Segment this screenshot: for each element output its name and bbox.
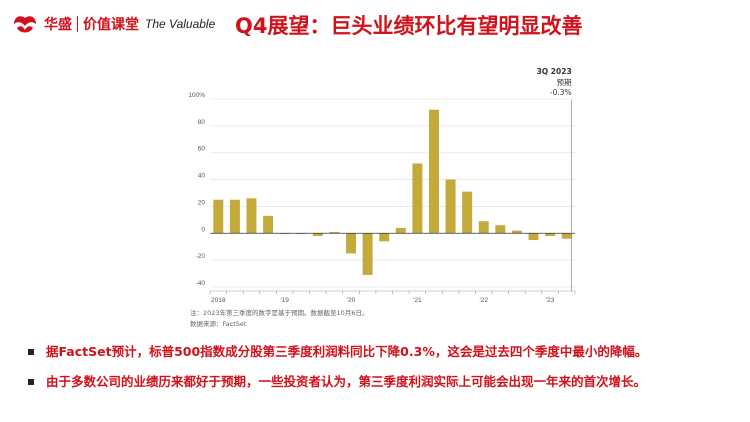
slide-title: Q4展望：巨头业绩环比有望明显改善: [235, 14, 583, 38]
y-tick-label: 0: [201, 226, 205, 233]
bullet-list: 据FactSet预计，标普500指数成分股第三季度利润料同比下降0.3%，这会是…: [28, 343, 743, 403]
y-tick-label: -20: [196, 253, 206, 260]
bar: [528, 233, 539, 240]
bar: [478, 221, 489, 234]
bullet-text-2: 由于多数公司的业绩历来都好于预期，一些投资者认为，第三季度利润实际上可能会出现一…: [46, 374, 647, 389]
bar: [379, 233, 390, 242]
bar: [429, 109, 439, 234]
annotation-line1: 3Q 2023: [537, 67, 572, 76]
bar: [329, 231, 340, 234]
chart-source: 数据来源：FactSet: [190, 319, 247, 328]
bar: [346, 233, 356, 254]
y-tick-label: 40: [198, 173, 206, 180]
x-tick-label: '23: [546, 297, 555, 304]
bullet-item-1: 据FactSet预计，标普500指数成分股第三季度利润料同比下降0.3%，这会是…: [28, 343, 743, 361]
y-tick-label: -40: [196, 280, 206, 287]
y-tick-label: 80: [198, 119, 206, 126]
bar: [462, 191, 473, 234]
x-tick-label: '20: [347, 297, 356, 304]
bar: [412, 163, 423, 234]
bar: [263, 215, 274, 234]
y-tick-label: 60: [198, 146, 206, 153]
brand-tagline: The Valuable: [145, 17, 216, 31]
annotation-line3: -0.3%: [550, 88, 572, 97]
bar: [246, 198, 257, 234]
x-tick-label: 2018: [211, 297, 226, 304]
brand-divider: [77, 16, 78, 32]
brand-product: 价值课堂: [83, 17, 139, 33]
bullet-marker: [28, 379, 34, 385]
brand-header: 华盛 价值课堂 The Valuable: [10, 10, 215, 38]
bar: [362, 233, 373, 275]
bar: [561, 233, 572, 239]
x-tick-label: '22: [480, 297, 489, 304]
bar: [545, 233, 556, 236]
bullet-marker: [28, 349, 34, 355]
bar: [312, 233, 323, 236]
bar: [229, 199, 240, 234]
y-tick-label: 100%: [188, 92, 205, 99]
x-tick-label: '19: [280, 297, 289, 304]
bar: [445, 179, 456, 234]
huasheng-logo-icon: [14, 16, 36, 33]
bar: [495, 225, 506, 234]
bullet-text-1: 据FactSet预计，标普500指数成分股第三季度利润料同比下降0.3%，这会是…: [46, 344, 648, 359]
chart-note: 注：2023年第三季度的数字是基于预期。数据截至10月6日。: [190, 308, 368, 317]
bar: [395, 227, 406, 234]
bar: [511, 230, 522, 234]
annotation-line2: 预期: [557, 77, 572, 87]
brand-name: 华盛: [44, 17, 72, 33]
bullet-item-2: 由于多数公司的业绩历来都好于预期，一些投资者认为，第三季度利润实际上可能会出现一…: [28, 373, 743, 391]
bar: [213, 199, 224, 234]
x-tick-label: '21: [413, 297, 422, 304]
y-tick-label: 20: [198, 199, 206, 206]
